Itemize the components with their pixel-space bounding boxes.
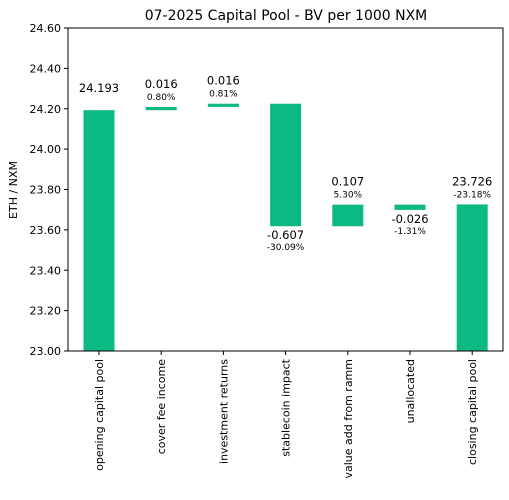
bars-layer — [83, 103, 488, 352]
bar — [332, 204, 364, 227]
labels-layer: 24.193 0.016 0.80% 0.016 0.81% -0.607-30.09% 0… — [79, 74, 492, 254]
bar — [270, 103, 302, 227]
y-tick-label: 24.00 — [30, 143, 62, 156]
y-tick-label: 24.20 — [30, 103, 62, 116]
x-axis: opening capital pool cover fee income inve… — [93, 351, 479, 479]
bar-percent-label: 5.30% — [334, 191, 363, 201]
x-category-label: stablecoin impact — [280, 358, 293, 456]
bar-percent-label: -23.18% — [453, 190, 491, 200]
y-axis: 23.00 23.20 23.40 23.60 23.80 24.00 24.20 24.40… — [30, 22, 68, 358]
bar-value-label: 0.016 — [207, 74, 240, 88]
x-category-label: opening capital pool — [93, 359, 106, 471]
bar-percent-label: 0.81% — [209, 90, 238, 100]
y-tick-label: 23.80 — [30, 184, 62, 197]
y-tick-label: 23.00 — [30, 345, 62, 358]
y-tick-label: 24.60 — [30, 22, 62, 35]
bar — [83, 110, 115, 352]
bar-value-label: -0.026 — [391, 212, 428, 226]
x-category-label: cover fee income — [155, 359, 168, 454]
y-tick-label: 24.40 — [30, 62, 62, 75]
y-tick-label: 23.60 — [30, 224, 62, 237]
bar-value-label: 23.726 — [452, 174, 492, 188]
bar — [456, 204, 488, 351]
chart-title: 07-2025 Capital Pool - BV per 1000 NXM — [145, 8, 428, 24]
y-tick-label: 23.40 — [30, 264, 62, 277]
bar-percent-label: -30.09% — [267, 243, 305, 253]
y-axis-label: ETH / NXM — [7, 161, 20, 219]
x-category-label: closing capital pool — [466, 359, 479, 465]
x-category-label: investment returns — [217, 359, 230, 464]
bar — [394, 204, 426, 210]
x-category-label: value add from ramm — [342, 359, 355, 479]
bar-value-label: -0.607 — [267, 228, 304, 242]
bar-percent-label: -1.31% — [394, 227, 426, 237]
bar — [145, 106, 177, 111]
y-tick-label: 23.20 — [30, 305, 62, 318]
bar — [207, 103, 239, 107]
bar-value-label: 0.016 — [145, 77, 178, 91]
bar-percent-label: 0.80% — [147, 93, 176, 103]
bar-value-label: 0.107 — [331, 175, 364, 189]
bar-value-label: 24.193 — [79, 81, 119, 95]
x-category-label: unallocated — [404, 359, 417, 423]
